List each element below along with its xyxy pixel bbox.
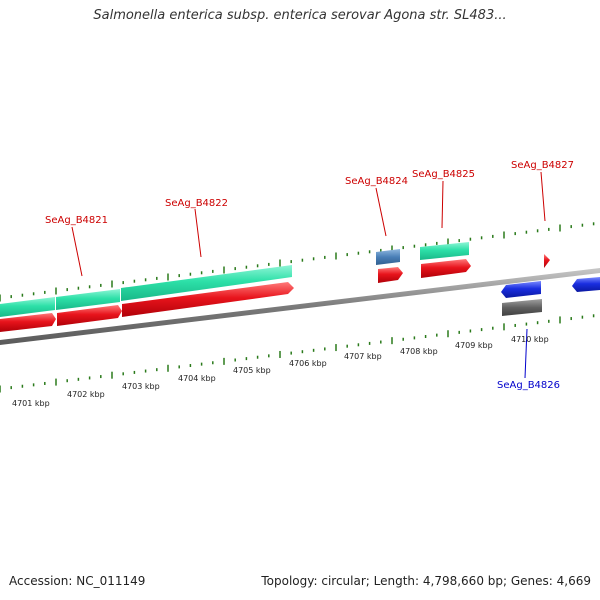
forward-leader-lines: [71, 171, 546, 277]
gene-feature-B4826[interactable]: [502, 299, 542, 316]
scale-label: 4701 kbp: [12, 399, 50, 408]
gene-feature-B4824[interactable]: [376, 249, 400, 265]
gene-feature-B4822[interactable]: [121, 265, 292, 301]
reverse-leader-line: [524, 328, 528, 379]
genome-title: Salmonella enterica subsp. enterica sero…: [93, 8, 507, 23]
scale-label: 4705 kbp: [233, 366, 271, 375]
outer-tick-row: [0, 222, 595, 302]
gene-label-B4821[interactable]: SeAg_B4821: [45, 215, 108, 226]
scale-label: 4708 kbp: [400, 347, 438, 356]
scale-label: 4702 kbp: [67, 390, 105, 399]
gene-label-B4827[interactable]: SeAg_B4827: [511, 160, 574, 171]
cds-feature-B4821a[interactable]: [0, 313, 56, 332]
cds-feature-B4824[interactable]: [378, 267, 403, 283]
scale-label: 4706 kbp: [289, 359, 327, 368]
inner-tick-row: [0, 314, 595, 393]
cds-feature-right[interactable]: [572, 277, 600, 292]
gene-label-B4825[interactable]: SeAg_B4825: [412, 169, 475, 180]
cds-feature-B4822[interactable]: [122, 282, 294, 317]
cds-feature-B4827[interactable]: [544, 254, 550, 268]
gene-feature-B4821b[interactable]: [56, 289, 120, 310]
gene-label-B4822[interactable]: SeAg_B4822: [165, 198, 228, 209]
scale-label: 4710 kbp: [511, 335, 549, 344]
cds-feature-B4825[interactable]: [421, 259, 471, 278]
scale-label: 4704 kbp: [178, 374, 216, 383]
genome-summary-text: Topology: circular; Length: 4,798,660 bp…: [261, 574, 591, 588]
scale-label: 4703 kbp: [122, 382, 160, 391]
cds-feature-B4821[interactable]: [57, 305, 122, 326]
gene-label-B4826[interactable]: SeAg_B4826: [497, 380, 560, 391]
scale-label: 4709 kbp: [455, 341, 493, 350]
accession-text: Accession: NC_011149: [9, 574, 146, 588]
gene-label-B4824[interactable]: SeAg_B4824: [345, 176, 408, 187]
scale-label: 4707 kbp: [344, 352, 382, 361]
cds-feature-B4826[interactable]: [501, 281, 541, 298]
genome-backbone: [0, 268, 600, 345]
gene-feature-B4821[interactable]: [0, 297, 55, 317]
gene-feature-B4825[interactable]: [420, 242, 469, 260]
